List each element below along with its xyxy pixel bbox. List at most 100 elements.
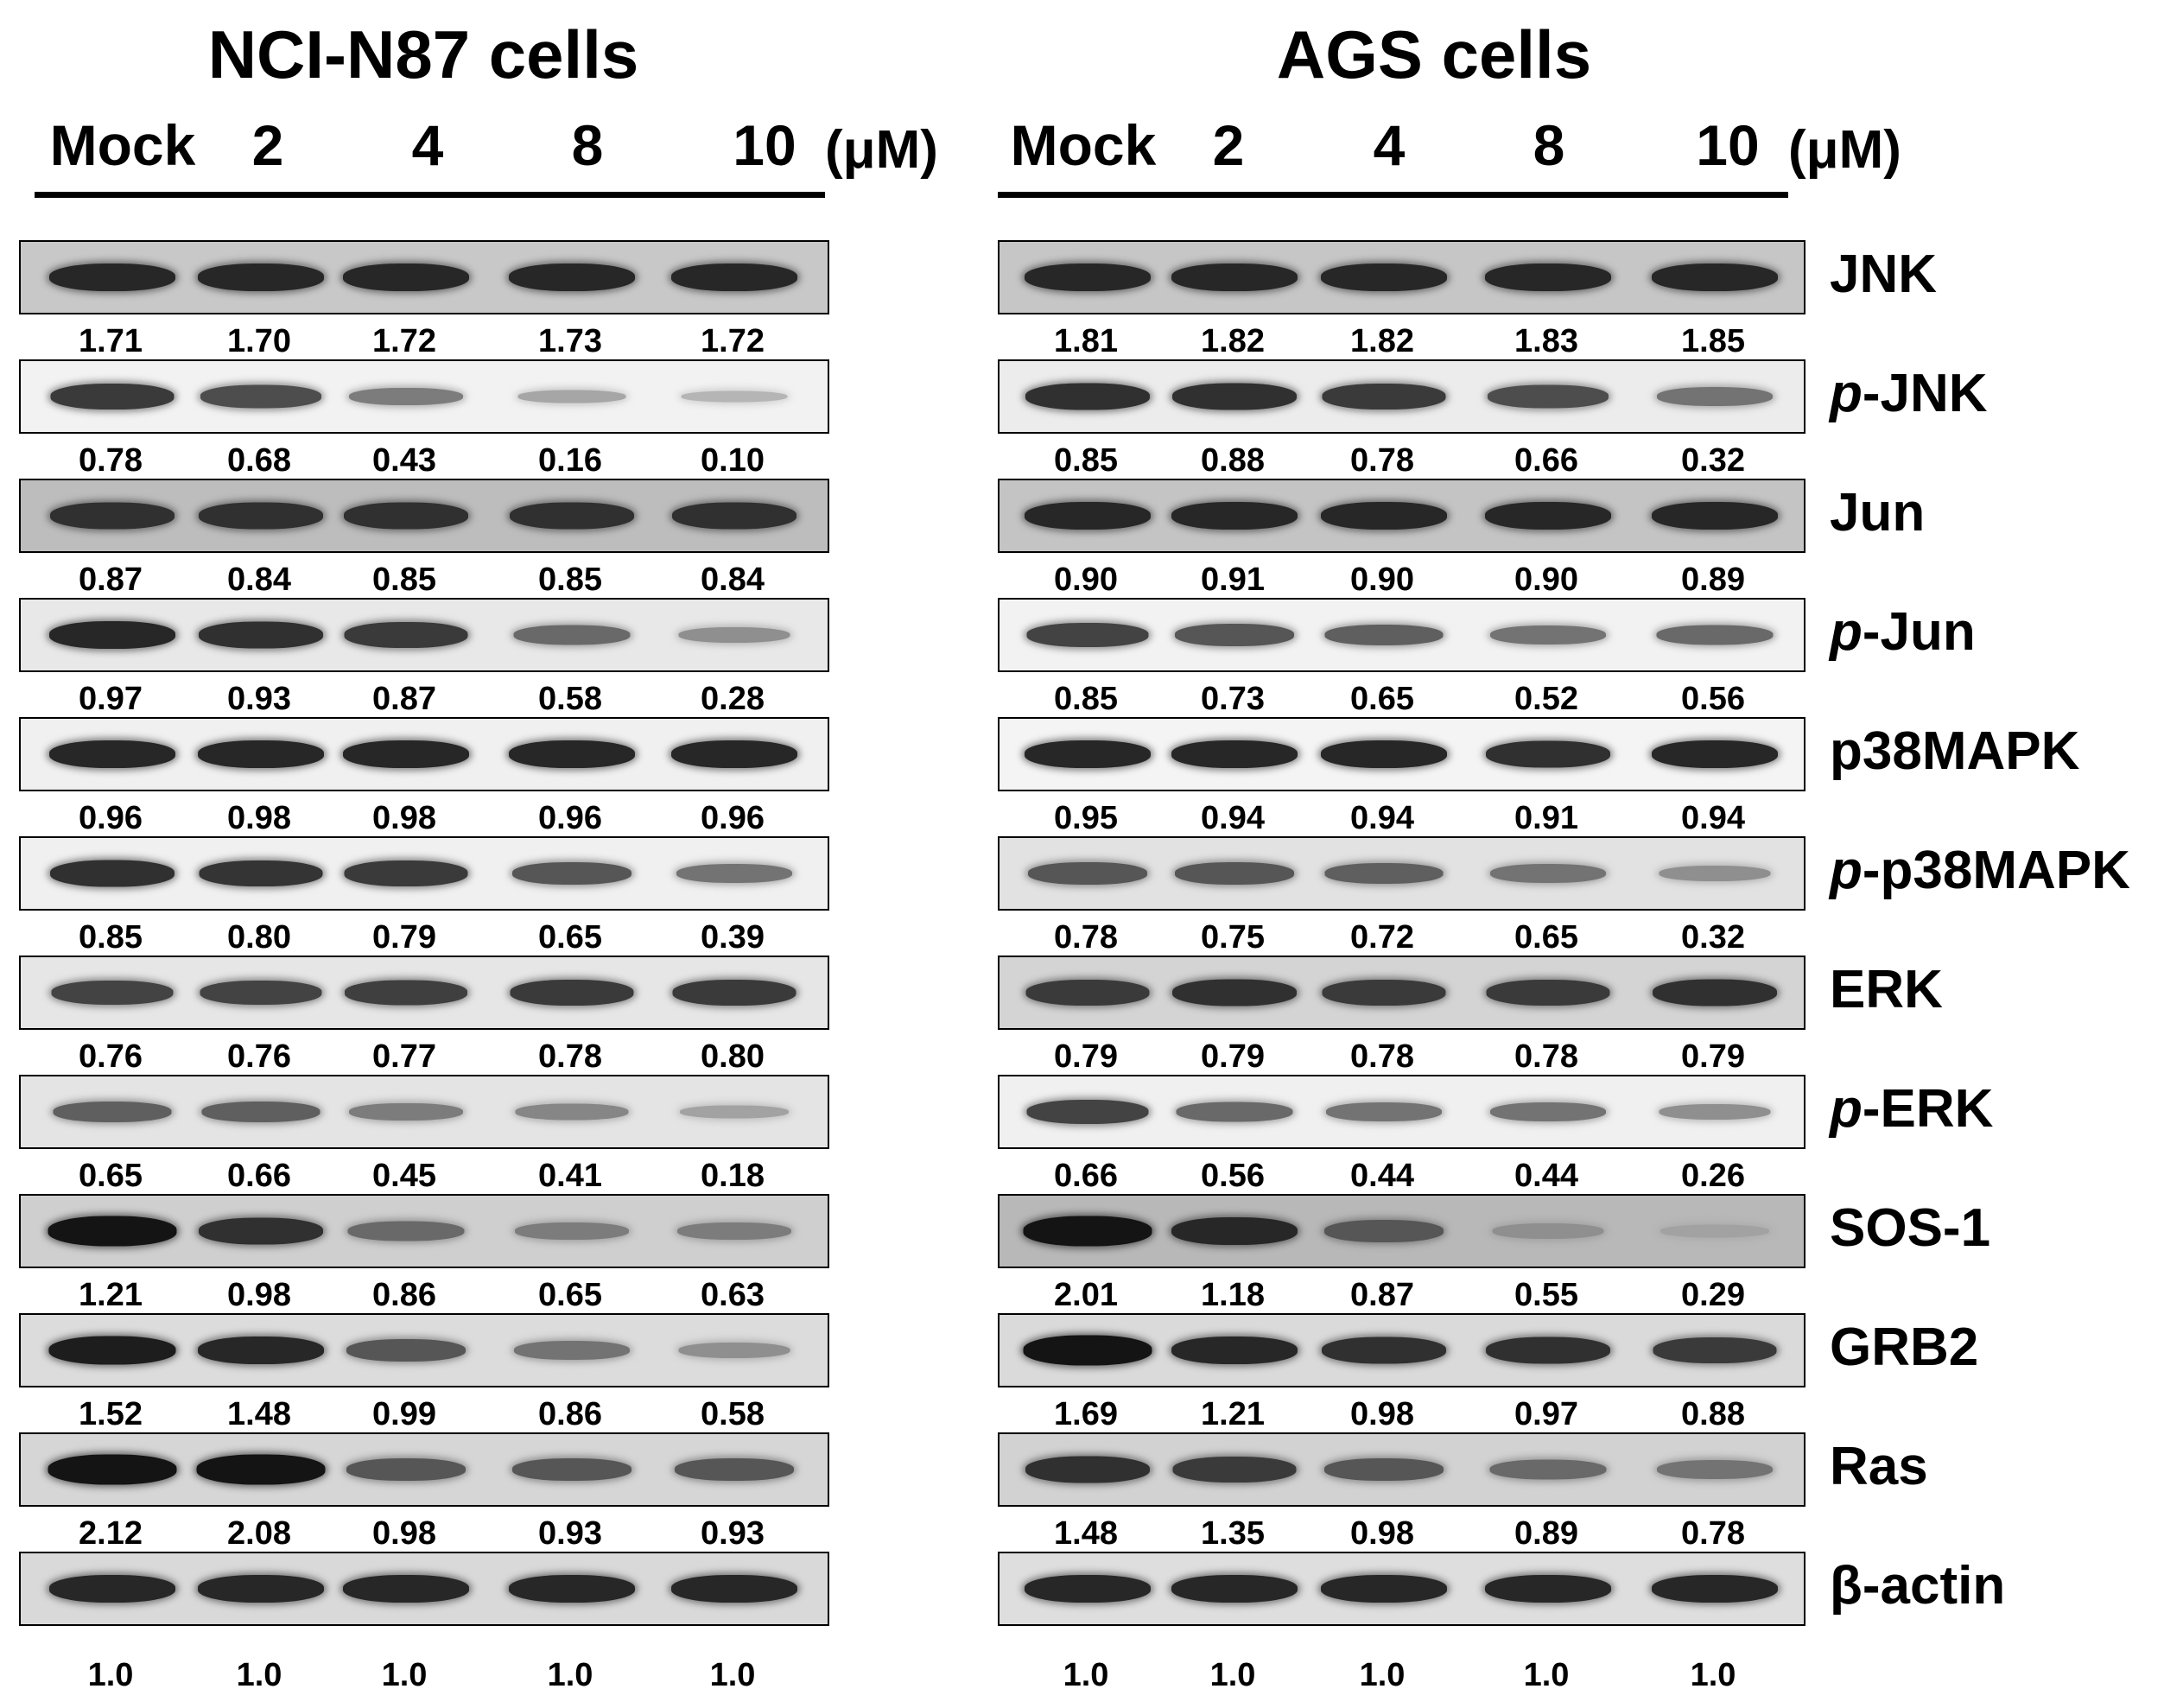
- blot-band: [1321, 502, 1447, 530]
- blot-band: [1175, 624, 1294, 646]
- blot-band: [1657, 1460, 1773, 1479]
- protein-label: p-JNK: [1830, 364, 1988, 423]
- band-ratio: 0.65: [538, 919, 602, 956]
- blot-band: [50, 860, 175, 887]
- band-ratio: 2.12: [79, 1515, 143, 1552]
- blot-band: [1488, 384, 1609, 409]
- blot-band: [1660, 1224, 1769, 1238]
- blot-band: [343, 1575, 469, 1603]
- blot-strip: [998, 598, 1805, 672]
- band-ratio: 1.0: [1690, 1657, 1736, 1693]
- band-ratio: 0.73: [1201, 681, 1265, 717]
- blot-band: [1326, 1102, 1442, 1121]
- band-ratio: 1.0: [381, 1657, 428, 1693]
- blot-band: [671, 740, 797, 768]
- band-ratio: 0.65: [538, 1277, 602, 1313]
- band-ratio: 0.56: [1681, 681, 1745, 717]
- blot-band: [200, 981, 322, 1005]
- blot-band: [1025, 1456, 1150, 1483]
- blot-band: [53, 1102, 172, 1122]
- blot-band: [1490, 1102, 1606, 1121]
- band-ratio: 0.88: [1681, 1396, 1745, 1432]
- band-ratio: 1.72: [701, 323, 765, 359]
- blot-band: [1486, 980, 1610, 1006]
- band-ratio: 0.91: [1514, 800, 1578, 836]
- band-ratio: 0.88: [1201, 442, 1265, 479]
- blot-band: [198, 1575, 324, 1603]
- band-ratio: 0.65: [1514, 919, 1578, 956]
- blot-band: [1172, 979, 1297, 1006]
- blot-band: [1652, 264, 1778, 291]
- blot-band: [198, 740, 324, 768]
- blot-band: [1025, 1575, 1151, 1603]
- blot-band: [1176, 1102, 1293, 1122]
- blot-band: [48, 1454, 177, 1485]
- band-ratio: 0.78: [1054, 919, 1118, 956]
- blot-strip: [19, 1552, 829, 1626]
- band-ratio: 0.66: [1054, 1158, 1118, 1194]
- blot-band: [1028, 862, 1147, 885]
- lane-label: 4: [1373, 113, 1406, 177]
- band-ratio: 0.97: [79, 681, 143, 717]
- band-ratio: 2.08: [227, 1515, 291, 1552]
- blot-band: [345, 980, 467, 1006]
- lane-label: 10: [733, 113, 796, 177]
- blot-strip: [998, 717, 1805, 791]
- band-ratio: 0.87: [1350, 1277, 1414, 1313]
- lane-label: 8: [1533, 113, 1565, 177]
- band-ratio: 0.79: [1054, 1038, 1118, 1075]
- protein-label: Ras: [1830, 1437, 1928, 1496]
- band-ratio: 0.66: [227, 1158, 291, 1194]
- band-ratio: 0.66: [1514, 442, 1578, 479]
- band-ratio: 0.78: [1350, 442, 1414, 479]
- panel-title: AGS cells: [1276, 16, 1592, 92]
- band-ratio: 0.78: [1514, 1038, 1578, 1075]
- blot-band: [1171, 1217, 1298, 1245]
- blot-band: [1656, 625, 1774, 645]
- blot-band: [515, 1222, 629, 1240]
- band-ratio: 0.44: [1514, 1158, 1578, 1194]
- blot-band: [1171, 264, 1298, 291]
- header-line: [35, 192, 825, 198]
- band-ratio: 0.96: [538, 800, 602, 836]
- blot-band: [517, 390, 626, 403]
- blot-strip: [998, 1313, 1805, 1387]
- blot-strip: [19, 598, 829, 672]
- band-ratio: 1.0: [1359, 1657, 1406, 1693]
- blot-band: [1652, 740, 1778, 768]
- blot-band: [1653, 979, 1777, 1006]
- band-ratio: 1.18: [1201, 1277, 1265, 1313]
- blot-band: [1025, 740, 1151, 768]
- blot-band: [1659, 1104, 1771, 1120]
- blot-band: [1175, 862, 1294, 885]
- band-ratio: 0.96: [79, 800, 143, 836]
- blot-band: [510, 502, 634, 530]
- blot-strip: [998, 1075, 1805, 1149]
- lane-label: 2: [1212, 113, 1245, 177]
- band-ratio: 0.32: [1681, 442, 1745, 479]
- blot-band: [1652, 502, 1778, 530]
- band-ratio: 0.84: [227, 562, 291, 598]
- blot-band: [514, 1341, 630, 1360]
- blot-band: [676, 864, 792, 883]
- band-ratio: 0.41: [538, 1158, 602, 1194]
- lane-label: 8: [571, 113, 604, 177]
- band-ratio: 1.82: [1201, 323, 1265, 359]
- blot-band: [198, 264, 324, 291]
- blot-band: [678, 1343, 790, 1358]
- band-ratio: 0.94: [1350, 800, 1414, 836]
- band-ratio: 1.0: [547, 1657, 593, 1693]
- band-ratio: 0.77: [372, 1038, 436, 1075]
- blot-band: [515, 1103, 629, 1121]
- band-ratio: 0.90: [1054, 562, 1118, 598]
- blot-band: [1172, 383, 1297, 410]
- blot-band: [512, 862, 631, 885]
- band-ratio: 1.85: [1681, 323, 1745, 359]
- blot-band: [1025, 383, 1150, 410]
- blot-band: [1322, 980, 1446, 1006]
- blot-band: [1171, 502, 1298, 530]
- band-ratio: 1.81: [1054, 323, 1118, 359]
- blot-band: [349, 1103, 463, 1121]
- blot-band: [1490, 625, 1606, 644]
- blot-band: [671, 264, 797, 291]
